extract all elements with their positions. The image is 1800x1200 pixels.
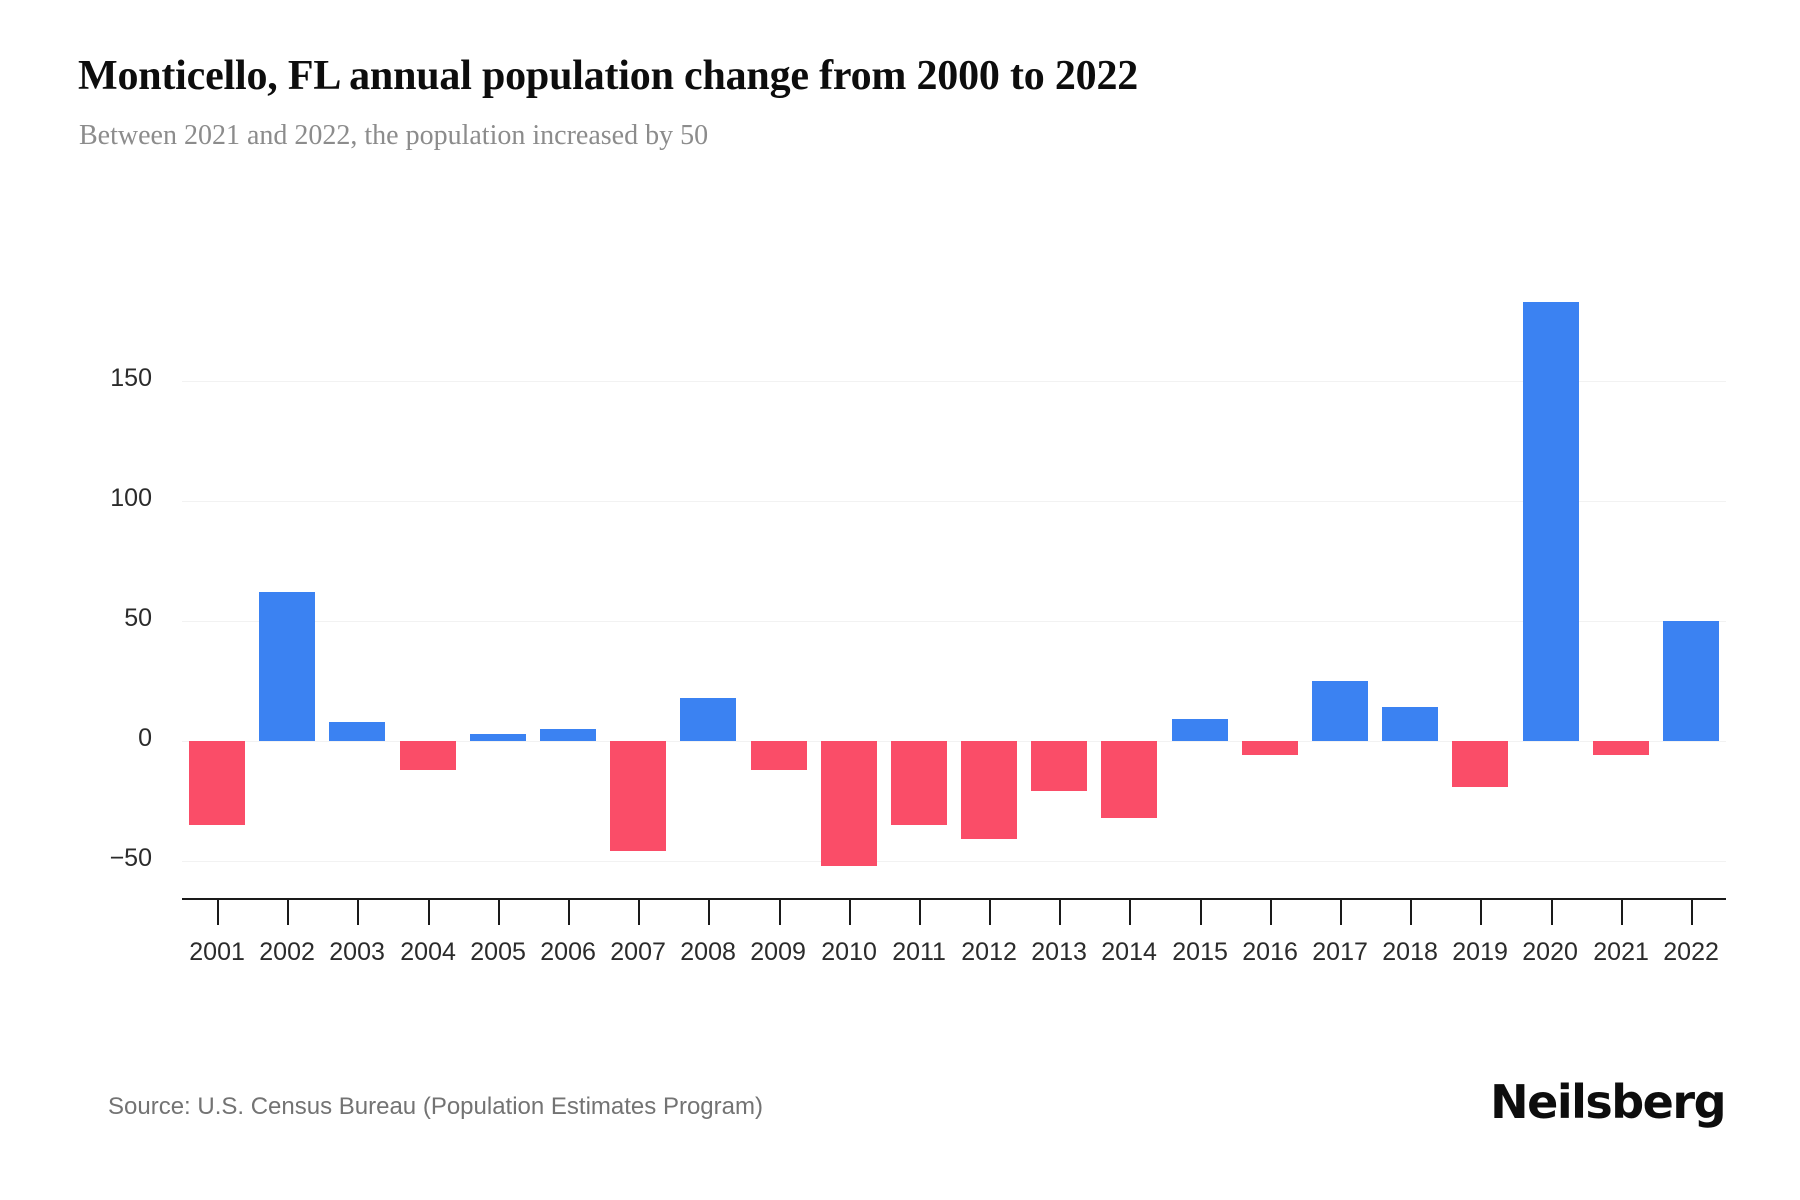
x-axis-tick-label: 2004	[400, 938, 456, 966]
x-axis-line	[182, 898, 1726, 900]
x-axis-tick-label: 2015	[1172, 938, 1228, 966]
bar-2013[interactable]	[1031, 741, 1087, 792]
brand-logo: Neilsberg	[1490, 1075, 1726, 1129]
y-axis-tick-label: 150	[110, 364, 152, 392]
bar-2021[interactable]	[1593, 741, 1649, 756]
x-axis-tick	[1410, 899, 1412, 925]
bar-2004[interactable]	[400, 741, 456, 770]
x-axis-tick-label: 2008	[680, 938, 736, 966]
x-axis-tick-label: 2022	[1663, 938, 1719, 966]
gridline	[182, 381, 1726, 382]
x-axis-tick	[1480, 899, 1482, 925]
bar-2006[interactable]	[540, 729, 596, 741]
x-axis-tick-label: 2020	[1522, 938, 1578, 966]
x-axis-tick	[217, 899, 219, 925]
x-axis-tick-label: 2018	[1382, 938, 1438, 966]
x-axis-tick	[779, 899, 781, 925]
x-axis-tick	[989, 899, 991, 925]
x-axis-tick	[287, 899, 289, 925]
bar-2015[interactable]	[1172, 719, 1228, 741]
x-axis-tick-label: 2014	[1101, 938, 1157, 966]
gridline	[182, 741, 1726, 742]
bar-2010[interactable]	[821, 741, 877, 866]
x-axis-tick-label: 2009	[750, 938, 806, 966]
x-axis-tick	[1059, 899, 1061, 925]
x-axis-tick-label: 2013	[1031, 938, 1087, 966]
bar-2001[interactable]	[189, 741, 245, 825]
bar-2016[interactable]	[1242, 741, 1298, 756]
x-axis-tick	[1129, 899, 1131, 925]
x-axis-tick-label: 2010	[821, 938, 877, 966]
x-axis-tick-label: 2019	[1452, 938, 1508, 966]
bar-2018[interactable]	[1382, 707, 1438, 741]
x-axis-tick	[568, 899, 570, 925]
bar-2009[interactable]	[751, 741, 807, 770]
x-axis-tick-label: 2016	[1242, 938, 1298, 966]
bar-2008[interactable]	[680, 697, 736, 741]
page-title: Monticello, FL annual population change …	[78, 53, 1139, 99]
x-axis-tick	[498, 899, 500, 925]
x-axis-tick-label: 2005	[470, 938, 526, 966]
x-axis-tick-label: 2011	[892, 938, 946, 966]
bar-2019[interactable]	[1452, 741, 1508, 787]
bar-2017[interactable]	[1312, 681, 1368, 741]
x-axis-tick	[1691, 899, 1693, 925]
x-axis-tick-label: 2001	[189, 938, 245, 966]
x-axis-tick	[1551, 899, 1553, 925]
page-subtitle: Between 2021 and 2022, the population in…	[79, 120, 709, 151]
x-axis-tick	[638, 899, 640, 925]
bar-2011[interactable]	[891, 741, 947, 825]
bar-2014[interactable]	[1101, 741, 1157, 818]
x-axis-tick-label: 2007	[610, 938, 666, 966]
x-axis-tick	[1621, 899, 1623, 925]
y-axis-tick-label: 50	[124, 604, 152, 632]
bar-2012[interactable]	[961, 741, 1017, 840]
x-axis-tick	[357, 899, 359, 925]
bar-2003[interactable]	[329, 721, 385, 741]
bar-2002[interactable]	[259, 592, 315, 741]
x-axis-tick	[919, 899, 921, 925]
x-axis-tick-label: 2003	[329, 938, 385, 966]
gridline	[182, 621, 1726, 622]
source-note: Source: U.S. Census Bureau (Population E…	[108, 1093, 763, 1120]
bar-2022[interactable]	[1663, 621, 1719, 741]
bar-2007[interactable]	[610, 741, 666, 852]
x-axis-tick-label: 2017	[1312, 938, 1368, 966]
x-axis-tick	[1200, 899, 1202, 925]
x-axis-tick	[1270, 899, 1272, 925]
x-axis-tick	[708, 899, 710, 925]
x-axis-tick-label: 2002	[259, 938, 315, 966]
bar-2005[interactable]	[470, 733, 526, 741]
x-axis-tick-label: 2006	[540, 938, 596, 966]
x-axis-tick	[428, 899, 430, 925]
bar-2020[interactable]	[1523, 301, 1579, 741]
x-axis-tick	[1340, 899, 1342, 925]
gridline	[182, 501, 1726, 502]
y-axis-tick-label: −50	[109, 844, 152, 872]
y-axis-tick-label: 100	[110, 484, 152, 512]
x-axis-tick-label: 2012	[961, 938, 1017, 966]
x-axis-tick-label: 2021	[1593, 938, 1649, 966]
y-axis-tick-label: 0	[138, 724, 152, 752]
gridline	[182, 861, 1726, 862]
x-axis-tick	[849, 899, 851, 925]
